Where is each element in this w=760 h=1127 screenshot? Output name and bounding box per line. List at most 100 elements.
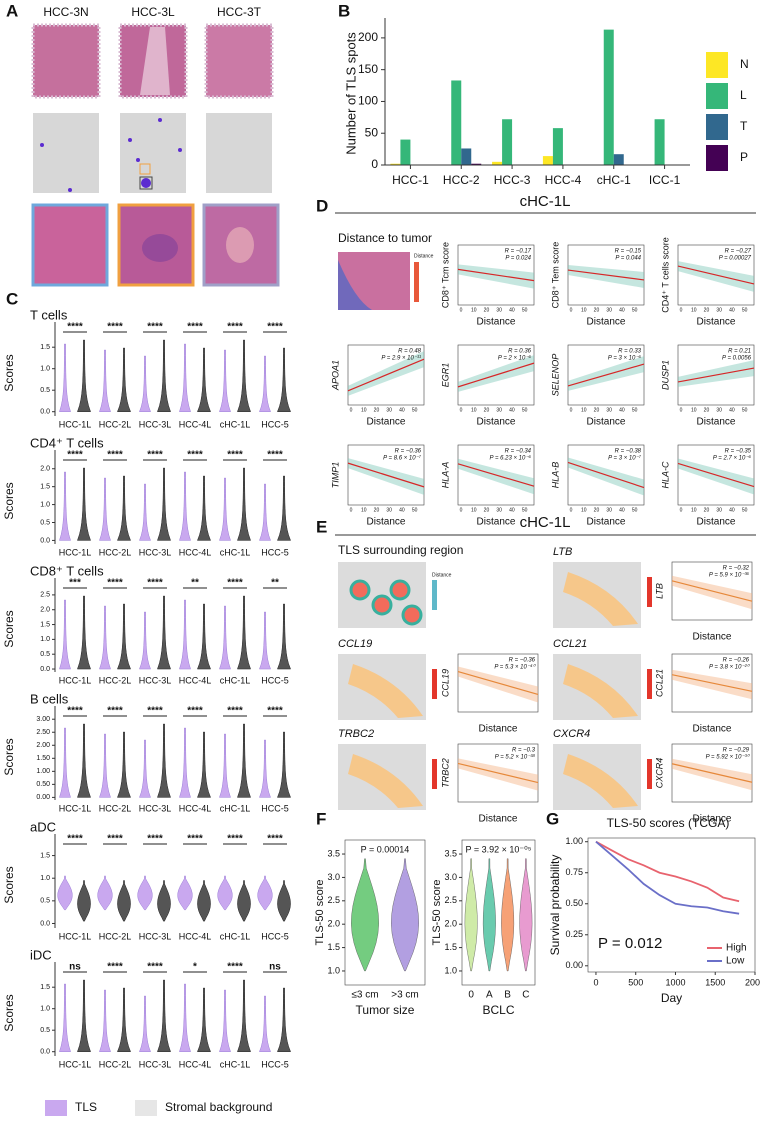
significance-label: **** — [107, 706, 123, 717]
x-tick-label: 10 — [581, 507, 587, 513]
bar — [613, 154, 624, 165]
x-tick-label: 20 — [704, 507, 710, 513]
r-label: R = −0.38 — [615, 449, 642, 455]
colorbar-title: Distance — [432, 572, 452, 578]
sample-title: HCC-3N — [43, 5, 88, 19]
y-tick-label: 1.0 — [40, 501, 50, 508]
legend-swatch — [706, 52, 728, 78]
trend-line — [671, 674, 753, 692]
violin-tls — [179, 983, 191, 1052]
significance-label: **** — [267, 706, 283, 717]
significance-label: **** — [187, 450, 203, 461]
x-axis-label: Distance — [479, 724, 518, 735]
r-label: R = 0.48 — [398, 349, 422, 355]
x-tick-label: HCC-1L — [59, 419, 92, 429]
survival-curve — [595, 840, 740, 903]
x-tick-label: HCC-1L — [59, 803, 92, 813]
violin-stroma — [77, 880, 91, 922]
confidence-band — [458, 355, 534, 392]
violin-tls — [57, 875, 73, 911]
violin-stroma — [277, 987, 291, 1052]
spot-map — [206, 113, 272, 193]
y-axis-label: HLA-B — [550, 462, 560, 489]
violin-tls — [139, 355, 151, 412]
violin-tls — [259, 995, 271, 1052]
violin-tls — [219, 733, 231, 798]
violin-stroma — [237, 880, 251, 922]
legend-swatch — [706, 145, 728, 171]
y-tick-label: 1.00 — [36, 768, 50, 775]
p-label: P = 0.0056 — [722, 356, 752, 362]
y-tick-label: 0.75 — [565, 867, 583, 877]
x-tick-label: 50 — [522, 307, 528, 313]
x-tick-label: HCC-2L — [99, 803, 132, 813]
violin-stroma — [77, 339, 91, 412]
x-tick-label: 0 — [680, 407, 683, 413]
trend-line — [347, 462, 425, 488]
y-tick-label: 1.0 — [40, 636, 50, 643]
y-tick-label: 2.5 — [444, 895, 457, 905]
p-label: P = 5.9 × 10⁻³⁶ — [709, 572, 750, 579]
spot-map — [33, 113, 99, 193]
y-tick-label: 3.0 — [444, 872, 457, 882]
p-label: P = 5.3 × 10⁻⁴⁰ — [494, 664, 536, 671]
y-axis-label: CCL21 — [654, 669, 664, 697]
violin — [351, 858, 379, 972]
legend-label: L — [740, 88, 747, 102]
x-tick-label: HCC-3L — [139, 803, 172, 813]
x-tick-label: 50 — [412, 507, 418, 513]
y-tick-label: 2.0 — [40, 466, 50, 473]
he-region — [140, 27, 170, 95]
bar — [390, 163, 401, 165]
violin — [391, 858, 419, 972]
bar — [654, 119, 665, 165]
bar — [542, 156, 553, 165]
y-tick-label: 2.5 — [40, 592, 50, 599]
colorbar — [414, 262, 419, 302]
p-label: P = 6.23 × 10⁻⁶ — [490, 455, 532, 462]
x-tick-label: 10 — [581, 407, 587, 413]
y-axis-label: HLA-A — [440, 462, 450, 489]
violin-stroma — [77, 467, 91, 541]
subpanel-title: aDC — [30, 819, 56, 834]
x-tick-label: HCC-3L — [139, 1059, 172, 1069]
y-tick-label: 2.00 — [36, 742, 50, 749]
tls-region — [226, 227, 254, 263]
x-tick-label: ICC-1 — [649, 173, 681, 187]
subpanel-title: CD8⁺ T cells — [30, 563, 104, 578]
legend-label: Low — [726, 956, 745, 967]
x-tick-label: 30 — [606, 307, 612, 313]
x-axis-label: Distance — [477, 417, 516, 428]
r-label: R = −0.32 — [723, 566, 750, 572]
y-tick-label: 3.00 — [36, 716, 50, 723]
y-axis-label: TLS-50 score — [431, 879, 443, 945]
violin-stroma — [117, 475, 131, 541]
y-axis-label: CD8⁺ Tem score — [550, 242, 560, 309]
violin-stroma — [197, 603, 211, 670]
trend-line — [567, 363, 645, 387]
significance-label: **** — [147, 834, 163, 845]
r-label: R = 0.36 — [508, 349, 532, 355]
violin-tls — [139, 739, 151, 798]
subpanel-title: CD4⁺ T cells — [30, 435, 104, 450]
x-axis-label: Distance — [693, 814, 732, 825]
violin-tls — [259, 355, 271, 412]
x-tick-label: 40 — [619, 307, 625, 313]
significance-label: **** — [67, 834, 83, 845]
x-tick-label: 1000 — [665, 977, 685, 987]
x-axis-label: Distance — [367, 417, 406, 428]
y-axis-label: TIMP1 — [330, 462, 340, 489]
gene-title: CCL19 — [338, 638, 372, 650]
x-tick-label: 50 — [632, 407, 638, 413]
expression-region — [563, 754, 638, 808]
x-tick-label: 0 — [468, 990, 474, 1001]
violin-tls — [59, 727, 71, 798]
violin-stroma — [157, 467, 171, 541]
y-tick-label: 3.5 — [327, 848, 340, 858]
panel-label: D — [316, 196, 328, 215]
significance-label: **** — [147, 322, 163, 333]
r-label: R = −0.36 — [395, 449, 422, 455]
y-axis-label: Scores — [2, 738, 16, 775]
trend-line — [347, 358, 425, 392]
zoom-box — [139, 163, 151, 175]
